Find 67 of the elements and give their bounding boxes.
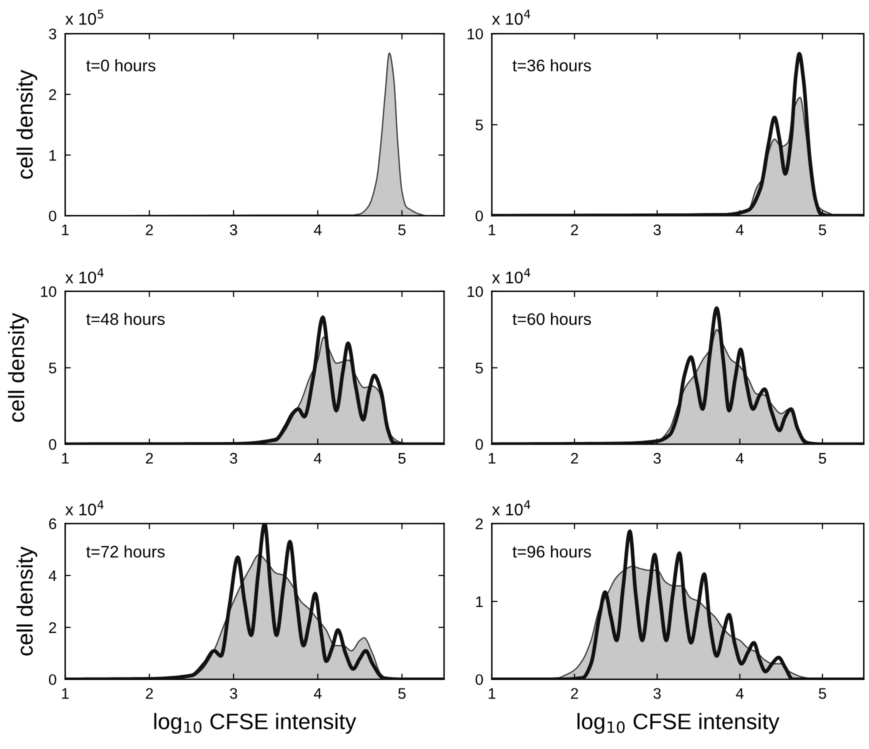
x-tick-label: 4 <box>314 224 322 236</box>
x-tick-label: 3 <box>653 224 661 236</box>
x-tick-label: 5 <box>818 453 826 464</box>
y-axis-title: cell density <box>16 546 38 656</box>
x-tick-label: 5 <box>398 453 406 464</box>
x-tick-label: 3 <box>653 452 661 464</box>
x-tick-label: 2 <box>571 688 578 699</box>
text: t=60 hours <box>512 312 591 325</box>
y-tick-label: 0 <box>476 210 483 222</box>
x-tick-label: 1 <box>62 688 69 699</box>
text: x 10$^{4}$ <box>492 268 530 284</box>
x-tick-label: 2 <box>571 224 578 236</box>
y-tick-label: 1 <box>476 596 483 607</box>
x-axis-title: log$_{10}$ CFSE intensity <box>578 713 780 734</box>
x-tick-label: 2 <box>146 224 153 236</box>
y-tick-label: 5 <box>476 120 483 130</box>
x-tick-label: 3 <box>230 688 238 699</box>
y-tick-label: 4 <box>48 570 56 582</box>
y-tick-label: 2 <box>49 622 56 633</box>
y-tick-label: 10 <box>468 28 483 40</box>
x-tick-label: 1 <box>62 224 69 236</box>
y-tick-label: 1 <box>50 150 56 161</box>
x-tick-label: 1 <box>488 453 496 464</box>
y-tick-label: 0 <box>48 439 56 450</box>
y-tick-label: 10 <box>468 286 483 298</box>
y-tick-label: 0 <box>476 439 483 450</box>
y-tick-label: 10 <box>41 286 56 298</box>
x-tick-label: 4 <box>736 224 744 236</box>
x-tick-label: 3 <box>653 688 661 699</box>
x-tick-label: 2 <box>146 688 153 699</box>
text: t=0 hours <box>86 59 156 72</box>
text: x 10$^{4}$ <box>65 500 104 516</box>
y-tick-label: 2 <box>49 89 56 100</box>
x-tick-label: 5 <box>398 224 406 236</box>
y-tick-label: 5 <box>476 362 483 374</box>
x-tick-label: 1 <box>62 453 69 464</box>
x-axis-title: log$_{10}$ CFSE intensity <box>154 713 356 734</box>
x-tick-label: 4 <box>314 453 322 464</box>
x-tick-label: 4 <box>736 688 744 699</box>
y-tick-label: 0 <box>48 210 56 222</box>
x-tick-label: 1 <box>488 688 496 699</box>
text: x 10$^{4}$ <box>65 268 104 284</box>
x-tick-label: 3 <box>230 452 238 464</box>
text: t=36 hours <box>512 59 591 72</box>
x-tick-label: 2 <box>146 452 153 464</box>
x-tick-label: 4 <box>314 688 322 699</box>
text: x 10$^{5}$ <box>65 10 104 25</box>
x-tick-label: 5 <box>818 688 826 699</box>
x-tick-label: 1 <box>488 224 496 236</box>
text: x 10$^{4}$ <box>492 500 530 516</box>
y-tick-label: 0 <box>48 674 56 686</box>
y-tick-label: 5 <box>48 362 56 374</box>
x-tick-label: 2 <box>571 452 578 464</box>
x-tick-label: 5 <box>818 224 826 236</box>
x-tick-label: 5 <box>398 688 406 699</box>
text: t=96 hours <box>512 545 591 558</box>
y-tick-label: 2 <box>476 518 483 530</box>
y-tick-label: 3 <box>48 28 56 40</box>
text: x 10$^{4}$ <box>492 10 530 25</box>
x-tick-label: 3 <box>230 224 238 236</box>
y-axis-title: cell density <box>16 70 38 179</box>
text: t=48 hours <box>86 312 165 325</box>
y-axis-title: cell density <box>8 312 29 422</box>
x-tick-label: 4 <box>736 453 744 464</box>
text: t=72 hours <box>86 545 165 558</box>
y-tick-label: 0 <box>476 674 483 686</box>
y-tick-label: 6 <box>49 518 56 530</box>
